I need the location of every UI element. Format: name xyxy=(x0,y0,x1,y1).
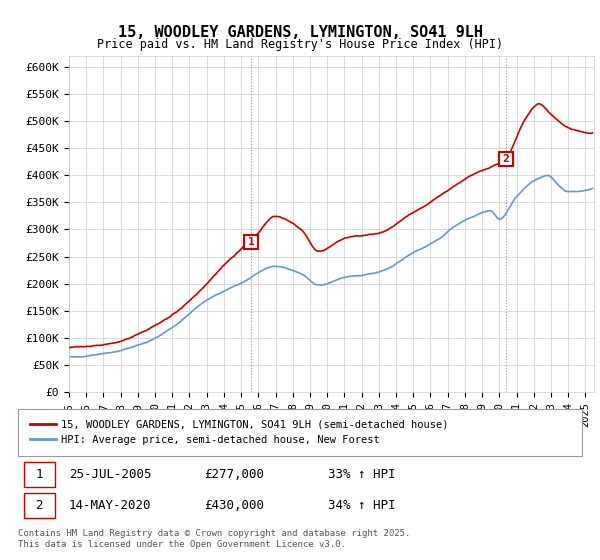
Text: Price paid vs. HM Land Registry's House Price Index (HPI): Price paid vs. HM Land Registry's House … xyxy=(97,38,503,51)
Text: 34% ↑ HPI: 34% ↑ HPI xyxy=(328,499,396,512)
Text: 25-JUL-2005: 25-JUL-2005 xyxy=(69,468,151,481)
Text: 33% ↑ HPI: 33% ↑ HPI xyxy=(328,468,396,481)
FancyBboxPatch shape xyxy=(23,463,55,487)
Text: £277,000: £277,000 xyxy=(204,468,264,481)
FancyBboxPatch shape xyxy=(23,493,55,518)
Text: Contains HM Land Registry data © Crown copyright and database right 2025.
This d: Contains HM Land Registry data © Crown c… xyxy=(18,529,410,549)
Text: 2: 2 xyxy=(35,499,43,512)
Text: 1: 1 xyxy=(35,468,43,481)
Text: 15, WOODLEY GARDENS, LYMINGTON, SO41 9LH: 15, WOODLEY GARDENS, LYMINGTON, SO41 9LH xyxy=(118,25,482,40)
Text: 14-MAY-2020: 14-MAY-2020 xyxy=(69,499,151,512)
Legend: 15, WOODLEY GARDENS, LYMINGTON, SO41 9LH (semi-detached house), HPI: Average pri: 15, WOODLEY GARDENS, LYMINGTON, SO41 9LH… xyxy=(26,416,453,450)
Text: 2: 2 xyxy=(502,154,509,164)
Text: 1: 1 xyxy=(248,237,254,247)
FancyBboxPatch shape xyxy=(18,409,582,456)
Text: £430,000: £430,000 xyxy=(204,499,264,512)
